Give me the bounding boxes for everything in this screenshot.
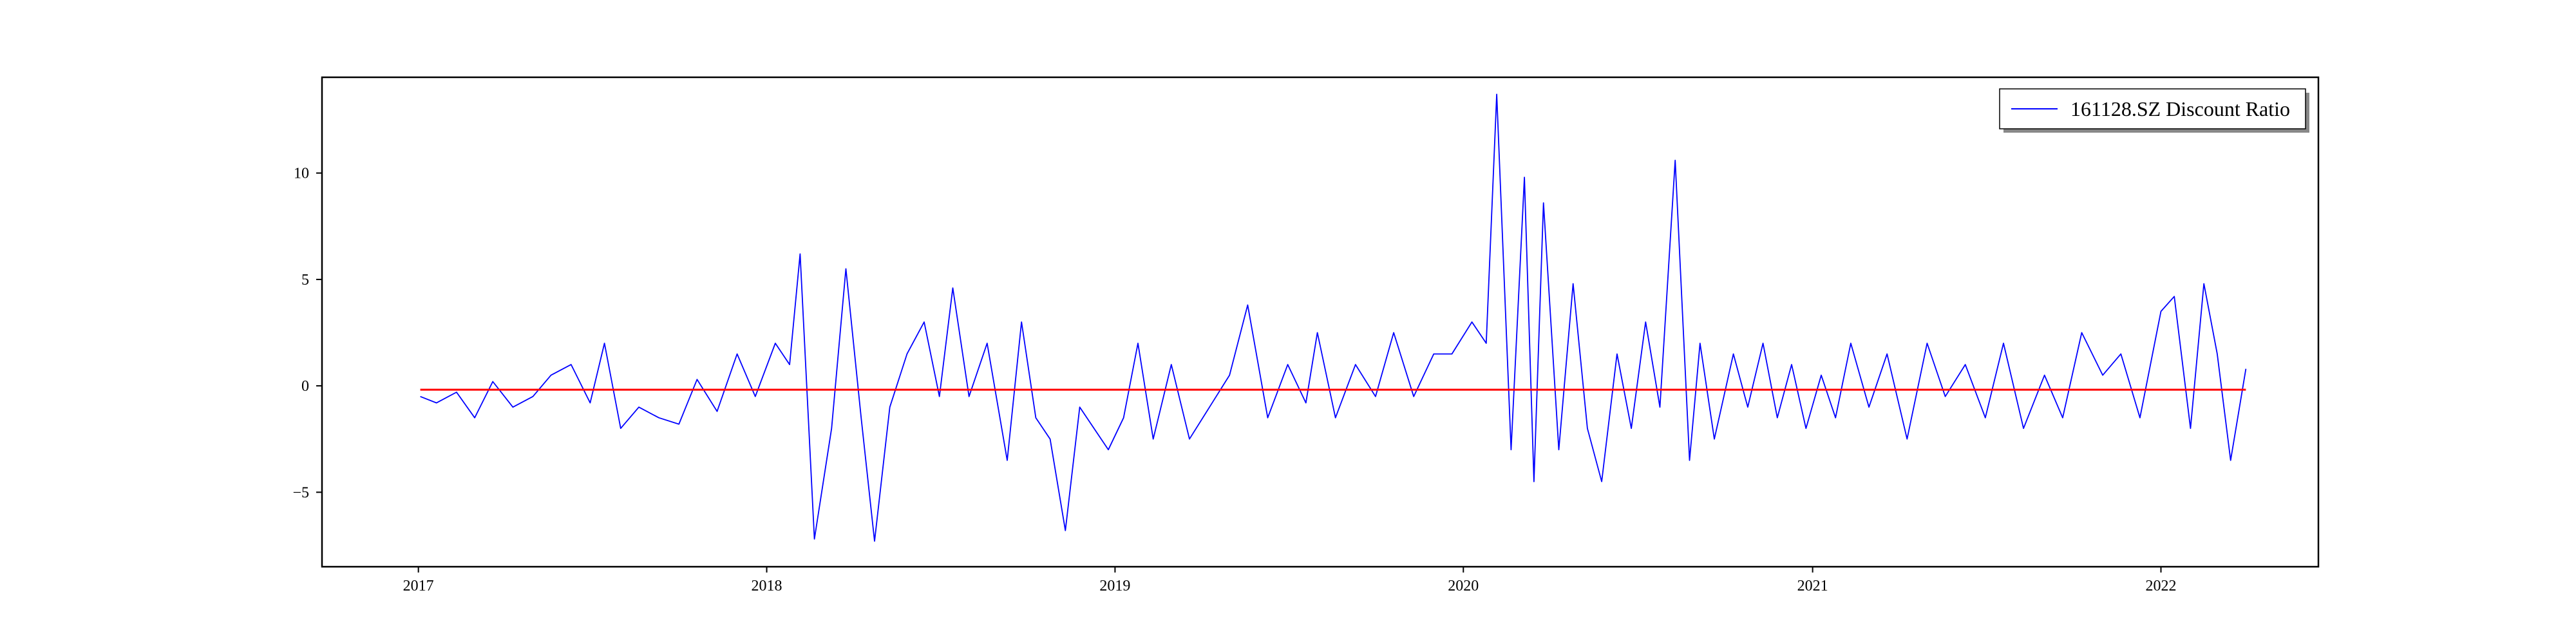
x-tick-label: 2020 bbox=[1448, 578, 1479, 594]
x-axis: 2017 2018 2019 2020 2021 2022 bbox=[403, 567, 2176, 594]
y-tick-label: 10 bbox=[294, 166, 309, 182]
x-tick-label: 2021 bbox=[1797, 578, 1828, 594]
series-layer bbox=[420, 93, 2247, 542]
x-tick-label: 2019 bbox=[1099, 578, 1130, 594]
series-line-discount-ratio bbox=[420, 93, 2247, 542]
y-tick-label: −5 bbox=[292, 484, 309, 501]
y-tick-label: 5 bbox=[301, 272, 309, 289]
x-tick-label: 2018 bbox=[752, 578, 782, 594]
y-axis: −5 0 5 10 bbox=[292, 166, 322, 501]
legend-label: 161128.SZ Discount Ratio bbox=[2070, 97, 2290, 120]
plot-area-frame bbox=[321, 76, 2320, 568]
x-tick-label: 2022 bbox=[2145, 578, 2176, 594]
x-tick-label: 2017 bbox=[403, 578, 434, 594]
y-tick-label: 0 bbox=[301, 378, 309, 395]
legend: 161128.SZ Discount Ratio bbox=[1999, 88, 2309, 133]
